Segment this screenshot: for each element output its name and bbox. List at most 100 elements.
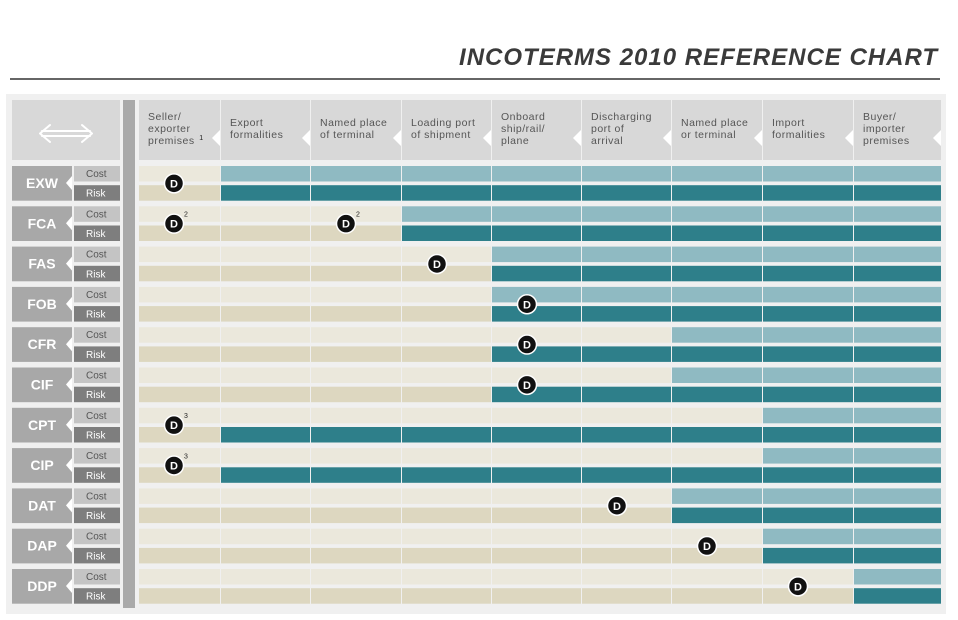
cost-cell: [672, 407, 762, 424]
cost-cell: [139, 367, 220, 383]
column-header-text: Discharging: [591, 111, 652, 123]
risk-cell: [221, 467, 310, 483]
term-notch: [66, 417, 72, 432]
cost-cell: [582, 488, 671, 504]
delivery-footnote: 2: [356, 212, 360, 219]
term-text: FCA: [28, 215, 57, 231]
cost-cell: [221, 407, 310, 424]
delivery-marker: [335, 213, 357, 234]
double-arrow-icon: [39, 124, 93, 143]
term-text: DAP: [27, 538, 57, 554]
cost-cell: [402, 569, 491, 585]
risk-cell: [763, 346, 853, 362]
column-header-text: Named place: [681, 117, 748, 129]
term-notch: [66, 256, 72, 271]
risk-cell: [492, 547, 581, 564]
risk-label: Risk: [86, 511, 106, 522]
delivery-marker-label: D: [170, 219, 178, 231]
cost-cell: [139, 286, 220, 303]
risk-cell: [402, 306, 491, 322]
cost-cell: [582, 448, 671, 464]
header-notch: [754, 130, 762, 146]
cost-cell: [672, 448, 762, 464]
column-header-text: premises: [148, 135, 195, 147]
cost-cell: [402, 206, 491, 222]
delivery-marker: [787, 576, 809, 597]
cost-cell: [763, 166, 853, 182]
term-text: CIP: [30, 457, 53, 473]
cost-cell: [854, 528, 941, 545]
term-text: EXW: [26, 175, 59, 191]
risk-label: Risk: [86, 189, 106, 200]
cost-cell: [492, 407, 581, 424]
term-text: CFR: [28, 336, 57, 352]
column-header-text: Loading port: [411, 117, 475, 129]
delivery-marker: [163, 414, 185, 436]
risk-cell: [854, 547, 941, 564]
risk-cell: [402, 346, 491, 362]
term-label-cif: [12, 367, 72, 403]
cost-cell: [854, 569, 941, 585]
risk-cell: [763, 467, 853, 483]
cost-cell: [492, 569, 581, 585]
risk-cell: [402, 547, 491, 564]
risk-cell: [854, 588, 941, 604]
risk-label: Risk: [86, 229, 106, 240]
delivery-marker-label: D: [523, 380, 531, 392]
risk-cell: [763, 507, 853, 524]
term-label-dap: [12, 528, 72, 564]
risk-cell: [311, 306, 401, 322]
column-header-text: Seller/: [148, 111, 181, 123]
cost-cell: [763, 367, 853, 383]
risk-cell: [402, 588, 491, 604]
cost-cell: [311, 367, 401, 383]
delivery-footnote: 2: [184, 212, 188, 219]
term-notch: [66, 498, 72, 513]
term-notch: [66, 458, 72, 473]
risk-cell: [582, 547, 671, 564]
risk-cell: [492, 265, 581, 282]
column-header-text: formalities: [230, 129, 283, 141]
cost-cell: [763, 206, 853, 222]
cost-cell: [854, 488, 941, 504]
cost-cell: [492, 206, 581, 222]
cost-cell: [763, 528, 853, 545]
term-notch: [66, 377, 72, 392]
term-label-fas: [12, 246, 72, 282]
term-text: CPT: [28, 417, 56, 433]
cost-cell: [672, 166, 762, 182]
risk-cell: [221, 225, 310, 241]
cost-label: Cost: [86, 451, 107, 462]
cost-cell: [763, 327, 853, 343]
cost-cell: [311, 569, 401, 585]
cost-cell: [492, 286, 581, 303]
column-header-7: [763, 100, 853, 160]
cost-cell: [402, 407, 491, 424]
risk-cell: [763, 427, 853, 443]
cost-label: Cost: [86, 209, 107, 220]
risk-label-cell: [74, 427, 120, 443]
cost-cell: [221, 367, 310, 383]
cost-cell: [672, 367, 762, 383]
cost-cell: [492, 246, 581, 263]
cost-label-cell: [74, 448, 120, 464]
cost-label: Cost: [86, 371, 107, 382]
header-notch: [393, 130, 401, 146]
cost-cell: [582, 166, 671, 182]
title-divider: [10, 78, 940, 80]
term-notch: [66, 579, 72, 593]
term-label-ddp: [12, 569, 72, 604]
risk-label-cell: [74, 386, 120, 403]
cost-cell: [311, 448, 401, 464]
column-header-text: exporter: [148, 123, 191, 135]
cost-cell: [139, 327, 220, 343]
risk-label-cell: [74, 507, 120, 524]
cost-cell: [402, 246, 491, 263]
cost-cell: [672, 206, 762, 222]
delivery-marker: [163, 213, 185, 234]
cost-cell: [221, 488, 310, 504]
column-header-text: Import: [772, 117, 805, 129]
risk-cell: [672, 588, 762, 604]
term-label-fob: [12, 286, 72, 322]
column-header-0: [139, 100, 220, 160]
